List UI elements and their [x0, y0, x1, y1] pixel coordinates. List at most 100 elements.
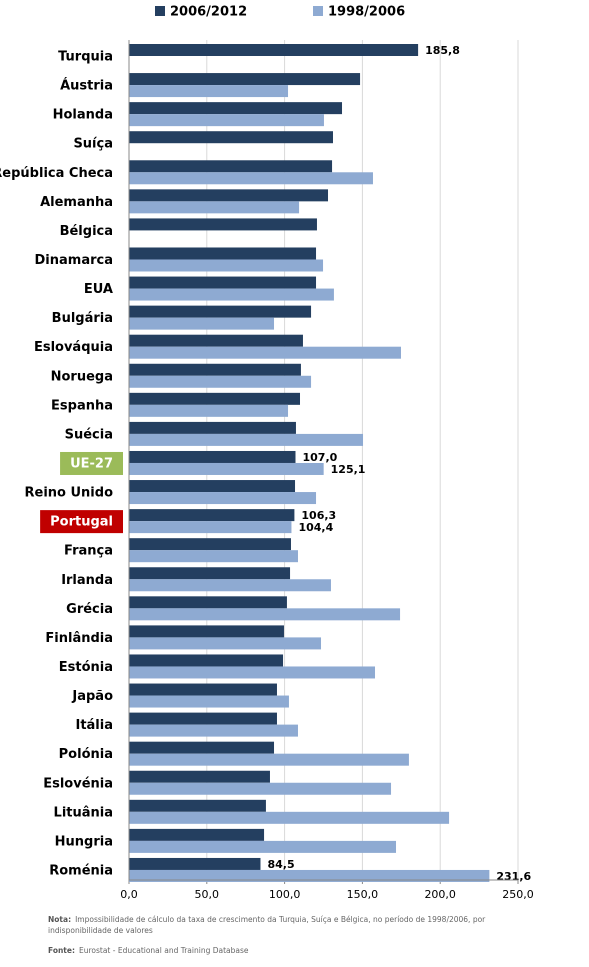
bar — [129, 247, 317, 260]
category-label: Holanda — [53, 108, 113, 123]
x-tick-label: 0,0 — [120, 888, 138, 901]
category-label: Polónia — [59, 747, 113, 762]
bar — [129, 840, 397, 853]
bar — [129, 579, 331, 592]
category-label: Bélgica — [60, 224, 113, 239]
bar — [129, 811, 450, 824]
bar — [129, 259, 324, 272]
category-label: Irlanda — [61, 573, 113, 588]
category-label: Turquia — [58, 50, 113, 65]
bar — [129, 201, 300, 214]
bar — [129, 131, 333, 144]
bar — [129, 404, 289, 417]
bar — [129, 695, 289, 708]
bar — [129, 375, 312, 388]
bar — [129, 521, 292, 534]
category-label: Reino Unido — [25, 486, 114, 501]
value-label: 185,8 — [425, 44, 460, 57]
bar — [129, 666, 376, 679]
bar — [129, 114, 324, 127]
bar — [129, 637, 322, 650]
bar — [129, 753, 409, 766]
bar — [129, 421, 296, 434]
bar — [129, 712, 277, 725]
bar — [129, 550, 298, 563]
category-label: EUA — [84, 282, 113, 297]
category-label: UE-27 — [70, 456, 113, 471]
category-label: Alemanha — [40, 195, 113, 210]
category-highlight — [40, 510, 123, 534]
bar — [129, 288, 334, 301]
category-label: Lituânia — [54, 805, 113, 820]
note-label: Fonte: — [48, 946, 75, 955]
bar — [129, 741, 275, 754]
bar — [129, 724, 298, 737]
bar — [129, 480, 296, 493]
bar — [129, 346, 401, 359]
legend-swatch — [313, 6, 323, 16]
category-label: Finlândia — [45, 631, 113, 646]
category-label: Dinamarca — [35, 253, 113, 268]
bar — [129, 85, 289, 98]
bar — [129, 625, 284, 638]
category-label: Portugal — [50, 515, 113, 530]
bar — [129, 509, 295, 522]
category-label: Áustria — [60, 78, 113, 94]
category-highlight — [60, 451, 123, 475]
category-label: Grécia — [66, 602, 113, 617]
bar — [129, 172, 373, 185]
bar — [129, 450, 296, 463]
bar — [129, 218, 317, 231]
category-label: Suíça — [73, 137, 113, 152]
category-label: República Checa — [0, 166, 113, 181]
bar — [129, 869, 490, 882]
category-label: Noruega — [51, 369, 113, 384]
bar — [129, 363, 301, 376]
bar — [129, 73, 361, 86]
category-label: Suécia — [65, 427, 113, 442]
note-text: Eurostat - Educational and Training Data… — [79, 946, 249, 955]
category-label: Roménia — [49, 863, 113, 878]
value-label: 107,0 — [302, 451, 337, 464]
bar — [129, 782, 392, 795]
bar — [129, 334, 303, 347]
bar — [129, 828, 265, 841]
bar — [129, 799, 266, 812]
category-label: Eslováquia — [34, 340, 113, 355]
bar — [129, 392, 301, 405]
category-label: França — [64, 544, 113, 559]
bar — [129, 102, 343, 115]
bar — [129, 567, 291, 580]
bar — [129, 160, 333, 173]
legend-label: 1998/2006 — [328, 5, 405, 20]
x-tick-label: 150,0 — [347, 888, 379, 901]
category-label: Hungria — [55, 834, 113, 849]
bar — [129, 857, 261, 870]
bar — [129, 654, 284, 667]
bar — [129, 305, 312, 318]
x-tick-label: 100,0 — [269, 888, 301, 901]
value-label: 104,4 — [298, 521, 333, 534]
category-label: Eslovénia — [43, 776, 113, 791]
bar — [129, 462, 324, 475]
legend-swatch — [155, 6, 165, 16]
category-label: Itália — [75, 718, 113, 733]
category-label: Estónia — [59, 660, 113, 675]
bar — [129, 492, 317, 505]
note-label: Nota: — [48, 915, 71, 924]
value-label: 231,6 — [496, 870, 531, 883]
bar — [129, 770, 270, 783]
bar — [129, 608, 401, 621]
bar — [129, 596, 287, 609]
note-text: indisponibilidade de valores — [48, 926, 153, 935]
bar — [129, 189, 329, 202]
value-label: 84,5 — [267, 858, 294, 871]
category-label: Bulgária — [52, 311, 113, 326]
bar — [129, 276, 317, 289]
bar — [129, 433, 364, 446]
value-label: 125,1 — [331, 463, 366, 476]
note-text: Impossibilidade de cálculo da taxa de cr… — [75, 915, 486, 924]
value-label: 106,3 — [301, 509, 336, 522]
bar — [129, 683, 277, 696]
